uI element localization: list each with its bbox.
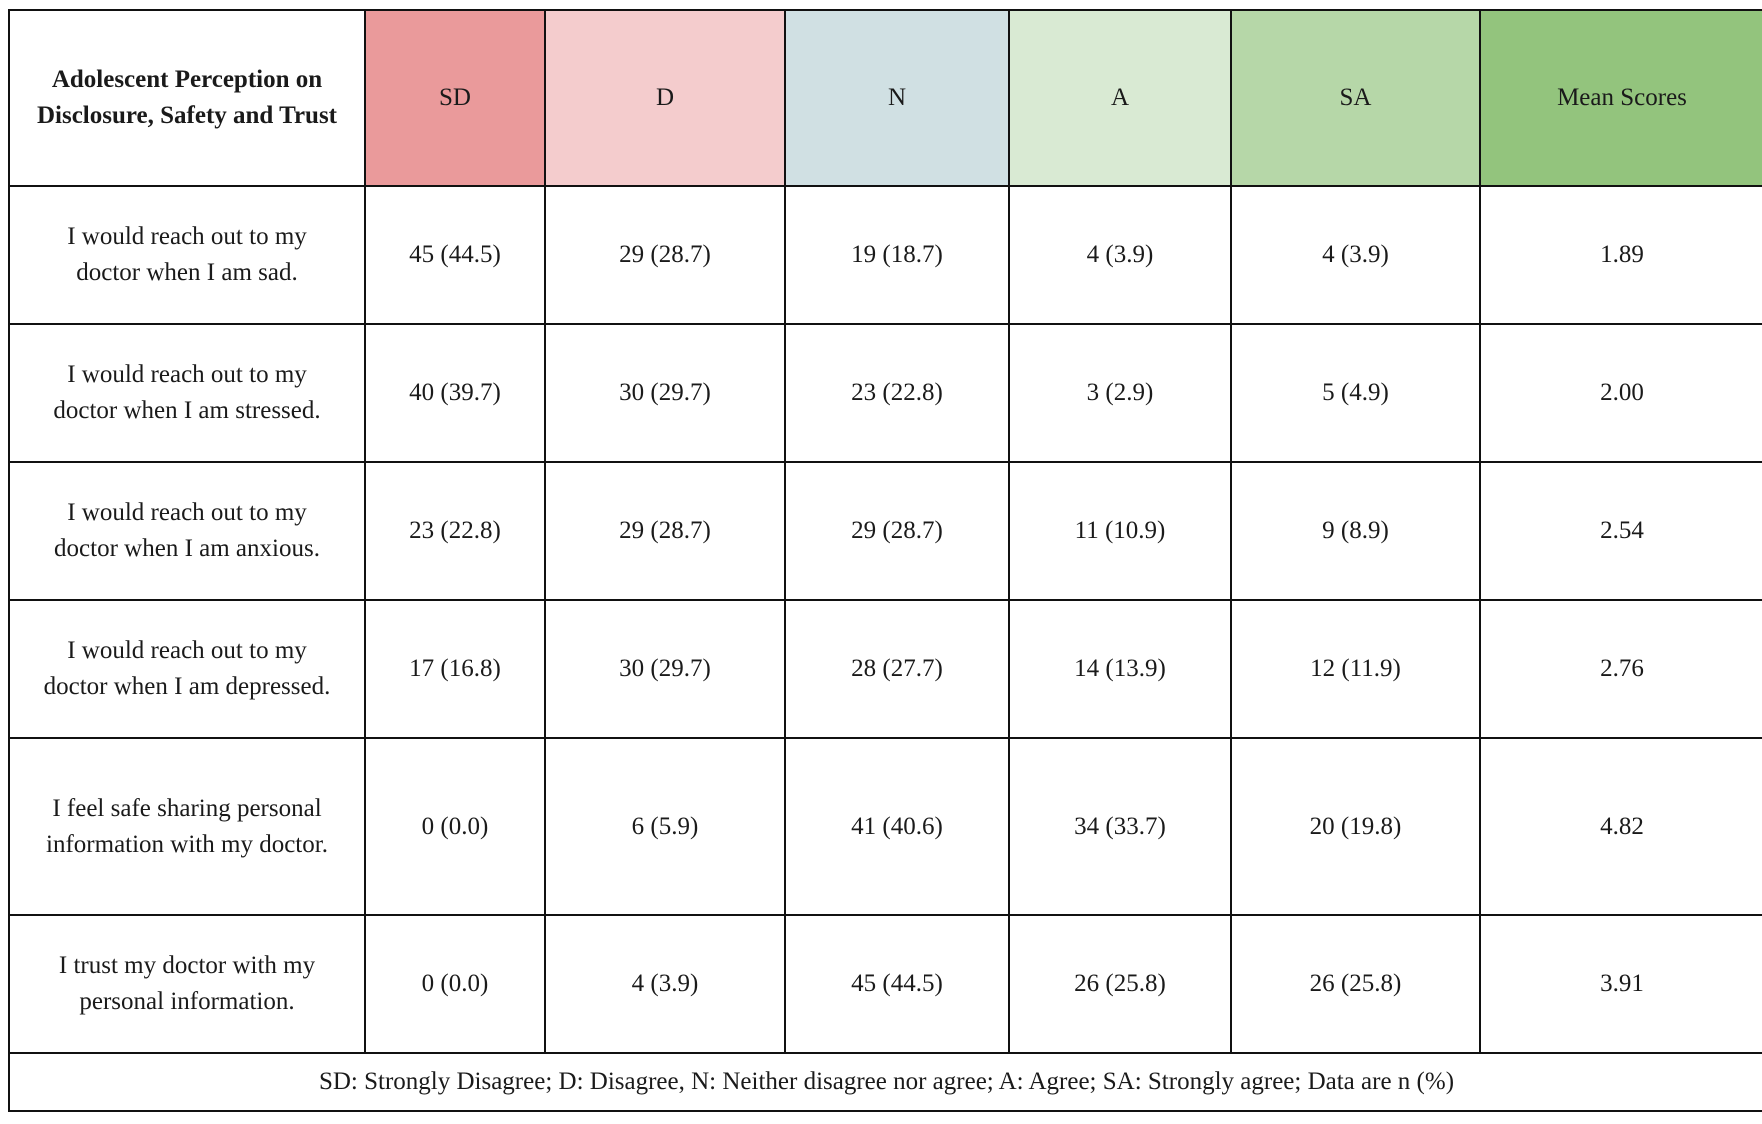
mean-score-cell: 2.54: [1479, 461, 1762, 601]
sd-cell: 23 (22.8): [364, 461, 546, 601]
d-cell: 29 (28.7): [544, 185, 786, 325]
table-row: I trust my doctor with my personal infor…: [8, 914, 1762, 1054]
statement-line: doctor when I am anxious.: [54, 535, 320, 562]
column-header-mean-scores: Mean Scores: [1479, 9, 1762, 187]
sd-cell: 40 (39.7): [364, 323, 546, 463]
mean-score-cell: 2.76: [1479, 599, 1762, 739]
statement-line: I feel safe sharing personal: [52, 794, 322, 822]
n-cell: 41 (40.6): [784, 737, 1010, 916]
perception-table: Adolescent Perception on Disclosure, Saf…: [8, 9, 1762, 1112]
a-cell: 3 (2.9): [1008, 323, 1232, 463]
sd-cell: 17 (16.8): [364, 599, 546, 739]
statement-line: I trust my doctor with my: [58, 952, 316, 979]
mean-score-cell: 2.00: [1479, 323, 1762, 463]
a-cell: 14 (13.9): [1008, 599, 1232, 739]
a-cell: 4 (3.9): [1008, 185, 1232, 325]
table-row: I would reach out to my doctor when I am…: [8, 323, 1762, 463]
mean-score-cell: 3.91: [1479, 914, 1762, 1054]
column-header-a: A: [1008, 9, 1232, 187]
data-table-container: Adolescent Perception on Disclosure, Saf…: [8, 9, 1762, 1112]
sd-cell: 45 (44.5): [364, 185, 546, 325]
sa-cell: 26 (25.8): [1230, 914, 1481, 1054]
sa-cell: 20 (19.8): [1230, 737, 1481, 916]
d-cell: 4 (3.9): [544, 914, 786, 1054]
column-header-n: N: [784, 9, 1010, 187]
statement-line: personal information.: [79, 988, 295, 1015]
table-title-header: Adolescent Perception on Disclosure, Saf…: [8, 9, 366, 187]
table-title-line-2: Disclosure, Safety and Trust: [36, 102, 338, 129]
table-footnote: SD: Strongly Disagree; D: Disagree, N: N…: [8, 1052, 1762, 1112]
table-title-line-1: Adolescent Perception on: [51, 66, 323, 93]
table-row: I would reach out to my doctor when I am…: [8, 461, 1762, 601]
sa-cell: 9 (8.9): [1230, 461, 1481, 601]
d-cell: 30 (29.7): [544, 599, 786, 739]
statement-line: doctor when I am sad.: [76, 259, 298, 286]
statement-cell: I trust my doctor with my personal infor…: [8, 914, 366, 1054]
d-cell: 29 (28.7): [544, 461, 786, 601]
statement-cell: I feel safe sharing personal information…: [8, 737, 366, 916]
statement-line: I would reach out to my: [67, 499, 307, 526]
sa-cell: 4 (3.9): [1230, 185, 1481, 325]
statement-line: doctor when I am depressed.: [43, 673, 331, 700]
d-cell: 6 (5.9): [544, 737, 786, 916]
column-header-sd: SD: [364, 9, 546, 187]
statement-cell: I would reach out to my doctor when I am…: [8, 185, 366, 325]
mean-score-cell: 1.89: [1479, 185, 1762, 325]
table-row: I would reach out to my doctor when I am…: [8, 185, 1762, 325]
footnote-row: SD: Strongly Disagree; D: Disagree, N: N…: [8, 1052, 1762, 1112]
table-row: I would reach out to my doctor when I am…: [8, 599, 1762, 739]
statement-line: I would reach out to my: [67, 637, 307, 664]
a-cell: 26 (25.8): [1008, 914, 1232, 1054]
statement-cell: I would reach out to my doctor when I am…: [8, 461, 366, 601]
a-cell: 11 (10.9): [1008, 461, 1232, 601]
n-cell: 19 (18.7): [784, 185, 1010, 325]
column-header-sa: SA: [1230, 9, 1481, 187]
statement-cell: I would reach out to my doctor when I am…: [8, 323, 366, 463]
sd-cell: 0 (0.0): [364, 737, 546, 916]
table-header-row: Adolescent Perception on Disclosure, Saf…: [8, 9, 1762, 187]
statement-line: information with my doctor.: [46, 830, 328, 858]
mean-score-cell: 4.82: [1479, 737, 1762, 916]
n-cell: 28 (27.7): [784, 599, 1010, 739]
table-row: I feel safe sharing personal information…: [8, 737, 1762, 916]
statement-line: doctor when I am stressed.: [53, 397, 321, 424]
sa-cell: 5 (4.9): [1230, 323, 1481, 463]
statement-cell: I would reach out to my doctor when I am…: [8, 599, 366, 739]
sd-cell: 0 (0.0): [364, 914, 546, 1054]
d-cell: 30 (29.7): [544, 323, 786, 463]
a-cell: 34 (33.7): [1008, 737, 1232, 916]
n-cell: 45 (44.5): [784, 914, 1010, 1054]
statement-line: I would reach out to my: [67, 361, 307, 388]
n-cell: 29 (28.7): [784, 461, 1010, 601]
statement-line: I would reach out to my: [67, 223, 307, 250]
n-cell: 23 (22.8): [784, 323, 1010, 463]
column-header-d: D: [544, 9, 786, 187]
sa-cell: 12 (11.9): [1230, 599, 1481, 739]
